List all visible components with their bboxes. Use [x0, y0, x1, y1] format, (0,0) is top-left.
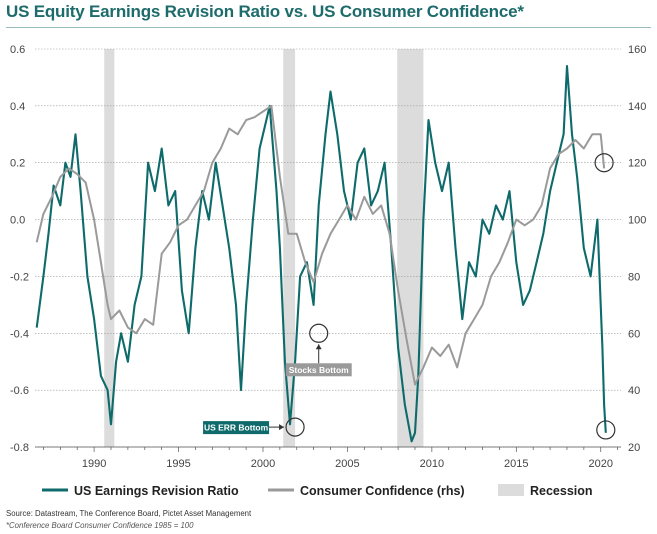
- y-tick-label-right: 80: [628, 271, 640, 283]
- y-tick-label-right: 40: [628, 385, 640, 397]
- annotation-err-bottom: US ERR Bottom: [203, 421, 285, 435]
- y-tick-label-left: 0.2: [10, 158, 25, 170]
- y-tick-label-left: -0.6: [10, 385, 29, 397]
- x-tick-label: 2015: [504, 458, 528, 470]
- y-tick-label-right: 140: [628, 101, 646, 113]
- annotation-circle: [594, 153, 614, 173]
- x-tick-label: 1990: [82, 458, 106, 470]
- x-tick-label: 2005: [335, 458, 359, 470]
- recession-band: [283, 49, 296, 447]
- annotation-label: Stocks Bottom: [289, 365, 349, 375]
- annotation-circle: [596, 420, 616, 440]
- y-tick-label-left: 0.6: [10, 44, 25, 56]
- recession-band: [397, 49, 424, 447]
- x-tick-label: 2020: [588, 458, 612, 470]
- legend-label: Recession: [530, 484, 593, 498]
- y-tick-label-right: 160: [628, 44, 646, 56]
- title-divider: [6, 27, 651, 28]
- series-line-confidence: [35, 104, 606, 386]
- annotation-box: [203, 421, 270, 435]
- legend: US Earnings Revision Ratio Consumer Confi…: [42, 484, 593, 498]
- annotation-circle: [309, 323, 329, 343]
- footnote: *Conference Board Consumer Confidence 19…: [6, 521, 194, 530]
- annotation-circle: [285, 417, 305, 437]
- series-line-err: [35, 65, 607, 443]
- annotation-arrowhead: [279, 424, 285, 431]
- y-tick-label-left: -0.4: [10, 328, 29, 340]
- y-tick-label-right: 60: [628, 328, 640, 340]
- y-tick-label-left: -0.8: [10, 442, 29, 454]
- annotation-stocks-bottom: Stocks Bottom: [285, 344, 352, 377]
- legend-label: US Earnings Revision Ratio: [74, 484, 239, 498]
- chart-title: US Equity Earnings Revision Ratio vs. US…: [6, 2, 524, 21]
- y-tick-label-left: 0.0: [10, 215, 25, 227]
- annotation-label: US ERR Bottom: [204, 423, 269, 433]
- source-note: Source: Datastream, The Conference Board…: [6, 509, 252, 518]
- y-tick-label-left: -0.2: [10, 271, 29, 283]
- annotation-box: [285, 363, 352, 377]
- legend-swatch-box: [498, 484, 524, 496]
- recession-band: [104, 49, 115, 447]
- y-tick-label-right: 20: [628, 442, 640, 454]
- annotation-arrowhead: [315, 344, 322, 350]
- x-tick-label: 2010: [420, 458, 444, 470]
- x-tick-label: 2000: [251, 458, 275, 470]
- y-tick-label-right: 100: [628, 215, 646, 227]
- y-tick-label-left: 0.4: [10, 101, 25, 113]
- x-tick-label: 1995: [166, 458, 190, 470]
- y-tick-label-right: 120: [628, 158, 646, 170]
- legend-label: Consumer Confidence (rhs): [300, 484, 465, 498]
